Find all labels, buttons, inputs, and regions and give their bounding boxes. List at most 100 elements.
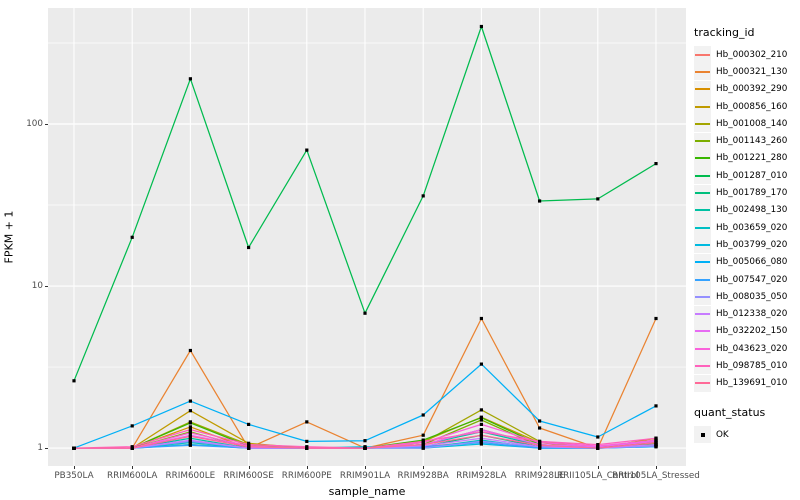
legend-item-label: Hb_032202_150 [716,326,788,337]
legend-item: Hb_032202_150 [694,322,798,340]
legend-line-swatch-icon [695,122,710,125]
legend-item: Hb_001008_140 [694,115,798,133]
legend-item: Hb_098785_010 [694,357,798,375]
data-point [596,446,600,450]
legend-line-swatch-icon [695,140,710,143]
data-point [538,199,542,203]
x-tick-label: RRIM600SE [223,471,274,481]
legend-line-swatch-icon [695,192,710,195]
legend-item: Hb_003659_020 [694,219,798,237]
legend-item-label: Hb_002498_130 [716,205,788,216]
data-point [538,419,542,423]
legend-item: Hb_043623_020 [694,340,798,358]
legend-item-label: Hb_001008_140 [716,118,788,129]
data-point [479,362,483,366]
y-tick-label: 1 [37,443,43,454]
legend-quant-status-block: quant_status OK [694,405,798,444]
x-tick-label: RRIM901LA [339,471,391,481]
legend-item-label: OK [716,429,729,440]
data-point [421,443,425,447]
data-point [188,409,192,413]
data-point [305,446,309,450]
data-point [188,399,192,403]
data-point [654,404,658,408]
legend-line-swatch-icon [695,364,710,367]
data-point [654,438,658,442]
legend-title-quant-status: quant_status [694,405,766,419]
legend-line-swatch-icon [695,88,710,91]
legend-item: Hb_000392_290 [694,80,798,98]
quant-status-entries: OK [694,426,798,444]
data-point [479,430,483,434]
legend-item-quant: OK [694,426,798,444]
x-tick-label: RRIM600LE [165,471,216,481]
legend-item-label: Hb_098785_010 [716,360,788,371]
legend-line-swatch-icon [695,295,710,298]
data-point [654,436,658,440]
legend-key [694,98,711,116]
legend-key [694,374,711,392]
data-point [188,443,192,447]
legend-key [694,201,711,219]
legend-item: Hb_001789_170 [694,184,798,202]
data-point [479,416,483,420]
legend-item: Hb_001287_010 [694,167,798,185]
legend-item-label: Hb_003659_020 [716,222,788,233]
legend-item-label: Hb_007547_020 [716,274,788,285]
legend-line-swatch-icon [695,174,710,177]
legend-item-label: Hb_000856_160 [716,101,788,112]
legend-line-swatch-icon [695,70,710,73]
data-point [72,379,76,383]
legend-key [694,340,711,358]
x-axis-title: sample_name [328,485,406,498]
x-tick-label: PB350LA [54,471,94,481]
data-point [363,446,367,450]
x-tick-label: RRIM928LA [456,471,507,481]
x-tick-label: RRIM928BA [397,471,449,481]
legend-line-swatch-icon [695,209,710,212]
x-tick-mark [132,466,134,469]
data-point [538,426,542,430]
data-point [479,418,483,422]
x-tick-mark [306,466,308,469]
y-axis-title: FPKM + 1 [2,210,16,264]
data-point [421,413,425,417]
data-point [421,433,425,437]
legend-item: Hb_001143_260 [694,132,798,150]
legend-item: Hb_002498_130 [694,201,798,219]
legend-key [694,236,711,254]
legend-key [694,219,711,237]
legend-item-label: Hb_005066_080 [716,257,788,268]
legend-item: Hb_008035_050 [694,288,798,306]
y-tick-label: 10 [31,281,43,292]
data-point [654,162,658,166]
data-point [188,434,192,438]
legend-line-swatch-icon [695,278,710,281]
data-point [305,439,309,443]
data-point [188,348,192,353]
data-point [247,422,251,426]
plot-panel [48,8,686,466]
x-tick-label: RRIM928LE [514,471,565,481]
legend-item: Hb_001221_280 [694,149,798,167]
data-point [479,428,483,432]
legend-title-tracking-id: tracking_id [694,26,755,39]
x-tick-mark [481,466,483,469]
legend-line-swatch-icon [695,105,710,108]
data-point [188,438,192,442]
data-point [188,431,192,435]
x-tick-label: RRIM600PE [281,471,332,481]
data-point [596,197,600,201]
data-point [654,443,658,447]
legend-item-label: Hb_139691_010 [716,378,788,389]
data-point [188,421,192,425]
legend-item-label: Hb_000321_130 [716,66,788,77]
legend-line-swatch-icon [695,347,710,350]
x-tick-label: RRII105LA_Control [557,471,639,481]
legend-entries: Hb_000302_210 Hb_000321_130 Hb_000392_290 H… [694,46,798,392]
legend-item-label: Hb_001143_260 [716,136,788,147]
data-point [479,433,483,437]
data-point [479,316,483,321]
data-point [654,316,658,321]
